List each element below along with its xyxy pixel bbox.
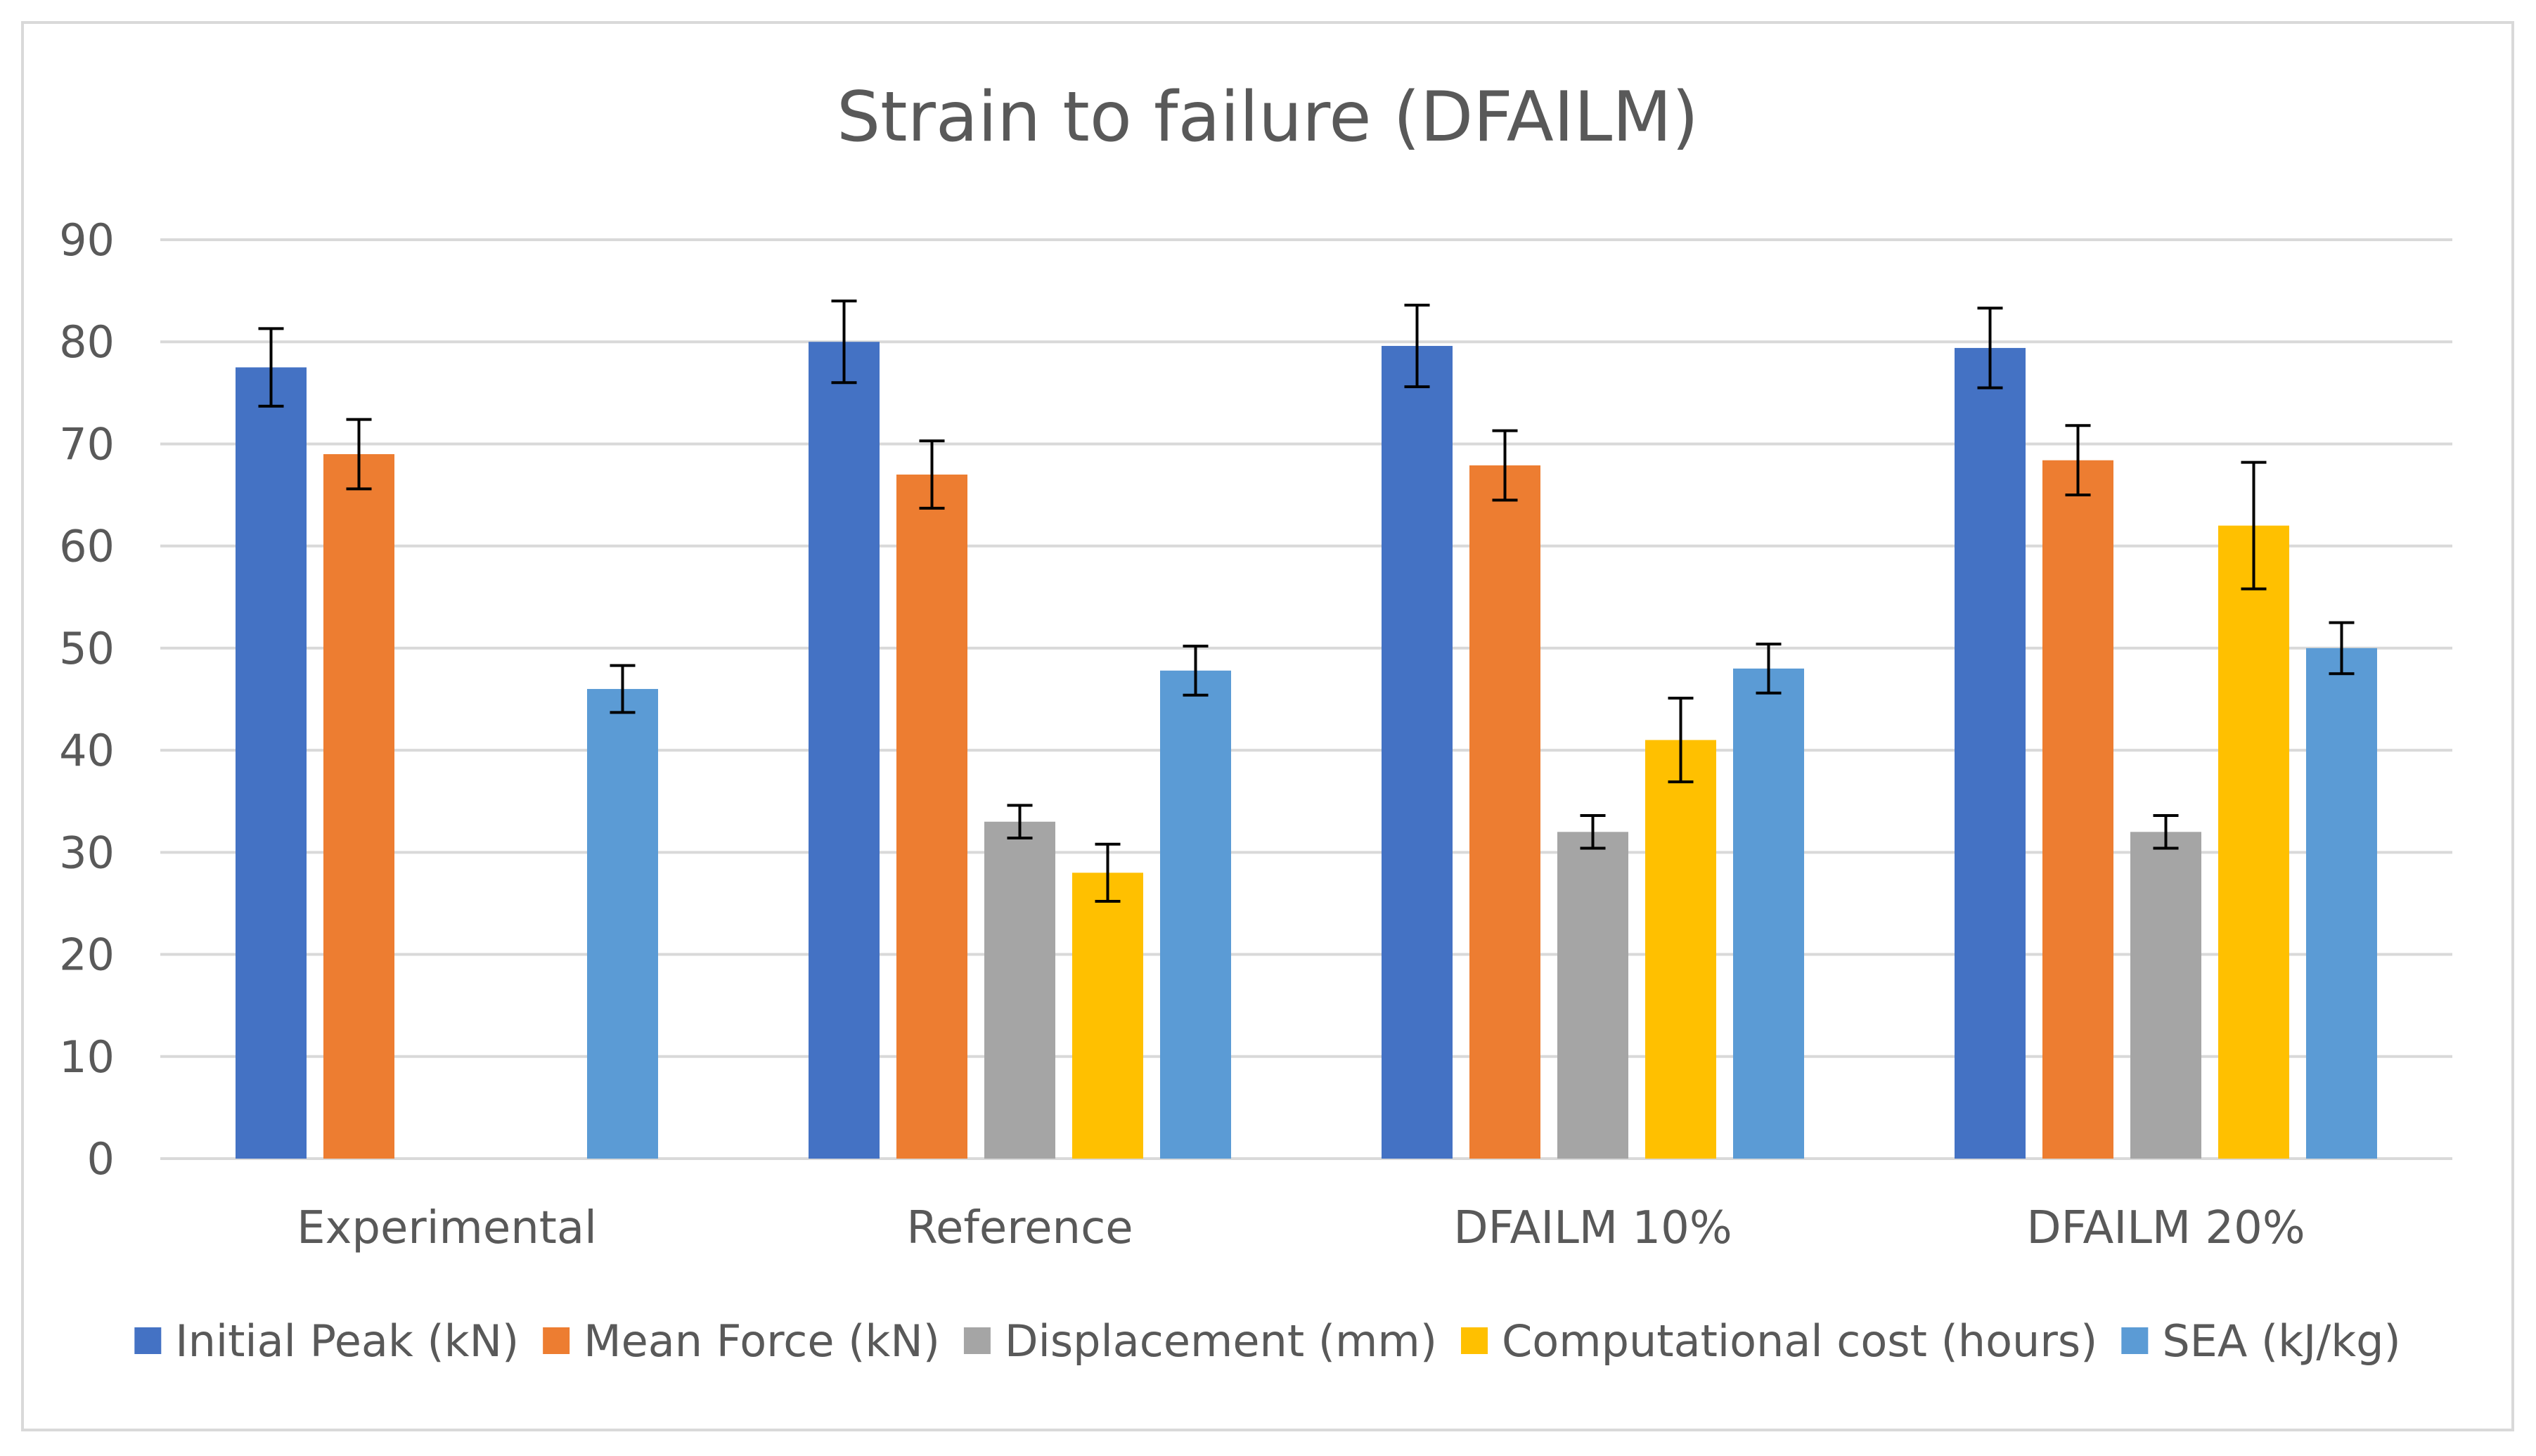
bar [1557, 832, 1628, 1159]
legend-label: SEA (kJ/kg) [2162, 1315, 2400, 1367]
legend-item: Computational cost (hours) [1461, 1315, 2097, 1367]
error-bar [1580, 814, 1606, 850]
error-bar [1977, 307, 2003, 389]
error-bar [2241, 460, 2267, 591]
error-bar [2153, 814, 2179, 850]
error-bar [1756, 643, 1782, 695]
y-tick-label: 50 [59, 623, 115, 674]
legend-item: Initial Peak (kN) [134, 1315, 519, 1367]
legend-item: Displacement (mm) [963, 1315, 1437, 1367]
x-tick-label: DFAILM 20% [2026, 1202, 2305, 1254]
x-tick-label: DFAILM 10% [1453, 1202, 1732, 1254]
error-bar [610, 664, 636, 714]
bar [1160, 670, 1231, 1159]
bar [1072, 872, 1143, 1159]
legend-item: SEA (kJ/kg) [2121, 1315, 2401, 1367]
bar [236, 367, 307, 1159]
legend-label: Mean Force (kN) [584, 1315, 940, 1367]
bar [1645, 740, 1716, 1159]
y-tick-label: 20 [59, 929, 115, 981]
legend-swatch [963, 1327, 991, 1354]
legend: Initial Peak (kN) Mean Force (kN) Displace… [134, 1315, 2401, 1367]
x-tick-label: Reference [906, 1202, 1133, 1254]
error-bar [1404, 303, 1430, 389]
bar [1733, 668, 1804, 1159]
bar [587, 688, 658, 1159]
bar [2042, 460, 2113, 1159]
y-tick-label: 30 [59, 827, 115, 878]
bars [236, 342, 2377, 1159]
y-tick-label: 10 [59, 1031, 115, 1083]
error-bars [258, 299, 2355, 903]
legend-swatch [543, 1327, 570, 1354]
bar [984, 821, 1055, 1159]
error-bar [831, 299, 857, 385]
legend-label: Computational cost (hours) [1502, 1315, 2097, 1367]
error-bar [2065, 424, 2091, 497]
bar [323, 453, 394, 1159]
error-bar [2329, 621, 2355, 676]
y-tick-label: 80 [59, 316, 115, 368]
x-tick-label: Experimental [297, 1202, 597, 1254]
chart-title: Strain to failure (DFAILM) [837, 77, 1699, 157]
legend-item: Mean Force (kN) [543, 1315, 940, 1367]
bar [2130, 832, 2201, 1159]
legend-label: Initial Peak (kN) [175, 1315, 519, 1367]
bar [896, 475, 967, 1159]
bar [809, 342, 880, 1159]
error-bar [346, 418, 372, 491]
error-bar [919, 439, 945, 510]
bar [1382, 346, 1453, 1159]
error-bar [1492, 429, 1518, 502]
error-bar [1668, 697, 1694, 784]
y-tick-labels: 0 10 20 30 40 50 60 70 80 90 [59, 214, 115, 1185]
error-bar [1095, 842, 1121, 903]
error-bar [1007, 804, 1033, 840]
legend-label: Displacement (mm) [1005, 1315, 1437, 1367]
bar [1955, 347, 2026, 1159]
y-tick-label: 90 [59, 214, 115, 266]
legend-swatch [2121, 1327, 2149, 1354]
bar [2218, 525, 2289, 1159]
y-tick-label: 0 [87, 1133, 115, 1185]
bar [1469, 465, 1540, 1159]
legend-swatch [1461, 1327, 1488, 1354]
legend-swatch [134, 1327, 162, 1354]
x-tick-labels: Experimental Reference DFAILM 10% DFAILM 20… [297, 1202, 2305, 1254]
error-bar [1183, 644, 1209, 697]
bar [2306, 648, 2377, 1159]
y-tick-label: 60 [59, 521, 115, 572]
y-tick-label: 70 [59, 418, 115, 470]
error-bar [258, 327, 284, 408]
y-tick-label: 40 [59, 725, 115, 776]
